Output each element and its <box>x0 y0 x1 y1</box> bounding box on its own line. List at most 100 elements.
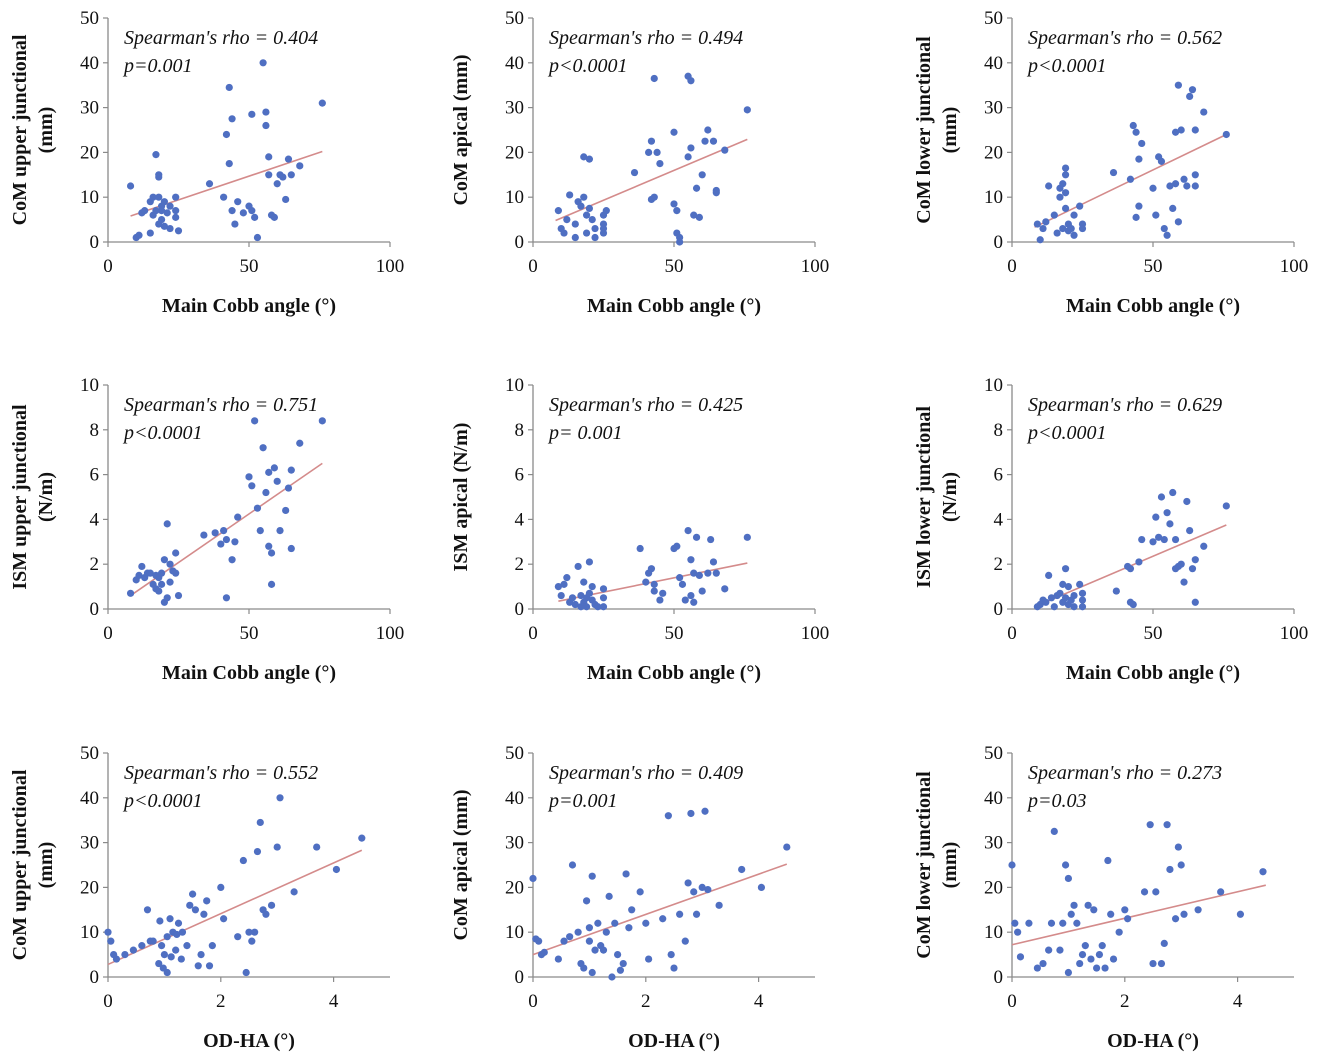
data-point <box>605 892 613 900</box>
data-point <box>220 527 228 535</box>
data-point <box>577 591 585 600</box>
data-point <box>155 173 163 181</box>
data-point <box>157 942 166 950</box>
data-point <box>253 233 262 242</box>
data-point <box>582 211 591 219</box>
y-tick-label: 50 <box>505 743 524 764</box>
data-point <box>1064 583 1072 591</box>
data-point <box>687 144 695 152</box>
data-point <box>245 473 253 481</box>
data-point <box>194 962 202 970</box>
data-point <box>1121 906 1129 914</box>
data-point <box>1076 580 1084 588</box>
data-point <box>712 186 720 195</box>
data-point <box>1098 942 1106 950</box>
data-point <box>1163 509 1171 517</box>
data-point <box>1078 589 1087 597</box>
data-point <box>1059 180 1067 188</box>
data-point <box>157 580 166 588</box>
data-point <box>265 468 273 476</box>
data-point <box>1095 951 1104 959</box>
data-point <box>157 207 166 215</box>
data-point <box>701 807 709 815</box>
data-point <box>197 951 205 959</box>
spearman-rho-annotation: Spearman's rho = 0.629 <box>1028 394 1222 416</box>
trendline <box>532 863 788 956</box>
data-point <box>313 843 321 851</box>
data-point <box>1183 497 1191 506</box>
data-point <box>1064 968 1072 977</box>
data-point <box>591 233 599 242</box>
data-point <box>568 861 577 869</box>
data-point <box>670 964 678 972</box>
data-point <box>670 200 678 208</box>
data-point <box>673 207 681 215</box>
data-point <box>585 937 594 945</box>
data-point <box>1076 959 1084 968</box>
data-point <box>653 148 661 156</box>
y-tick-label: 0 <box>90 599 100 620</box>
data-point <box>563 216 571 224</box>
data-point <box>1129 121 1137 130</box>
data-point <box>1180 578 1188 586</box>
data-point <box>234 933 242 941</box>
data-point <box>1067 910 1075 918</box>
data-point <box>270 464 278 472</box>
data-point <box>1070 211 1078 219</box>
data-point <box>692 184 701 192</box>
data-point <box>234 198 242 206</box>
y-tick-label: 6 <box>994 465 1004 486</box>
data-point <box>172 193 180 201</box>
y-tick-label: 30 <box>984 98 1003 119</box>
data-point <box>205 180 214 188</box>
data-point <box>614 951 622 959</box>
data-point <box>619 959 627 968</box>
data-point <box>152 151 160 159</box>
data-point <box>721 585 729 593</box>
data-point <box>1050 827 1058 836</box>
data-point <box>1166 520 1174 528</box>
data-point <box>580 578 588 586</box>
data-point <box>1259 868 1267 876</box>
chart-panel-3: 0 10 20 30 40 50 0 50 100 Main Cobb angle (°) CoM … <box>913 8 1308 317</box>
x-tick-label: 2 <box>216 991 226 1012</box>
y-tick-label: 10 <box>505 187 524 208</box>
data-point <box>540 948 548 956</box>
data-point <box>715 901 723 909</box>
x-tick-label: 50 <box>1144 256 1163 277</box>
y-tick-label: 4 <box>90 509 100 530</box>
data-point <box>248 937 256 945</box>
data-point <box>1174 81 1182 89</box>
data-point <box>1061 204 1070 212</box>
data-point <box>574 562 582 571</box>
data-point <box>1056 589 1064 597</box>
data-point <box>265 542 273 550</box>
data-point <box>1155 533 1163 541</box>
data-point <box>582 603 591 611</box>
y-tick-label: 30 <box>505 98 524 119</box>
data-point <box>1078 224 1087 233</box>
y-tick-label: 40 <box>80 53 99 74</box>
data-point <box>265 171 273 179</box>
data-point <box>167 953 175 961</box>
data-point <box>1135 558 1143 566</box>
data-point <box>1135 155 1143 163</box>
data-point <box>656 160 664 168</box>
y-tick-label: 4 <box>994 509 1004 530</box>
data-point <box>156 917 164 925</box>
y-tick-label: 0 <box>994 599 1004 620</box>
data-point <box>172 946 180 954</box>
data-point <box>1126 175 1135 183</box>
data-point <box>676 910 684 918</box>
data-point <box>1061 861 1070 869</box>
y-tick-label: 40 <box>984 788 1003 809</box>
x-tick-label: 100 <box>1280 623 1309 644</box>
data-point <box>287 466 295 474</box>
data-point <box>659 589 667 597</box>
data-point <box>698 883 706 892</box>
data-point <box>594 603 602 611</box>
y-tick-label: 50 <box>80 743 99 764</box>
data-point <box>670 128 678 136</box>
data-point <box>692 910 701 918</box>
